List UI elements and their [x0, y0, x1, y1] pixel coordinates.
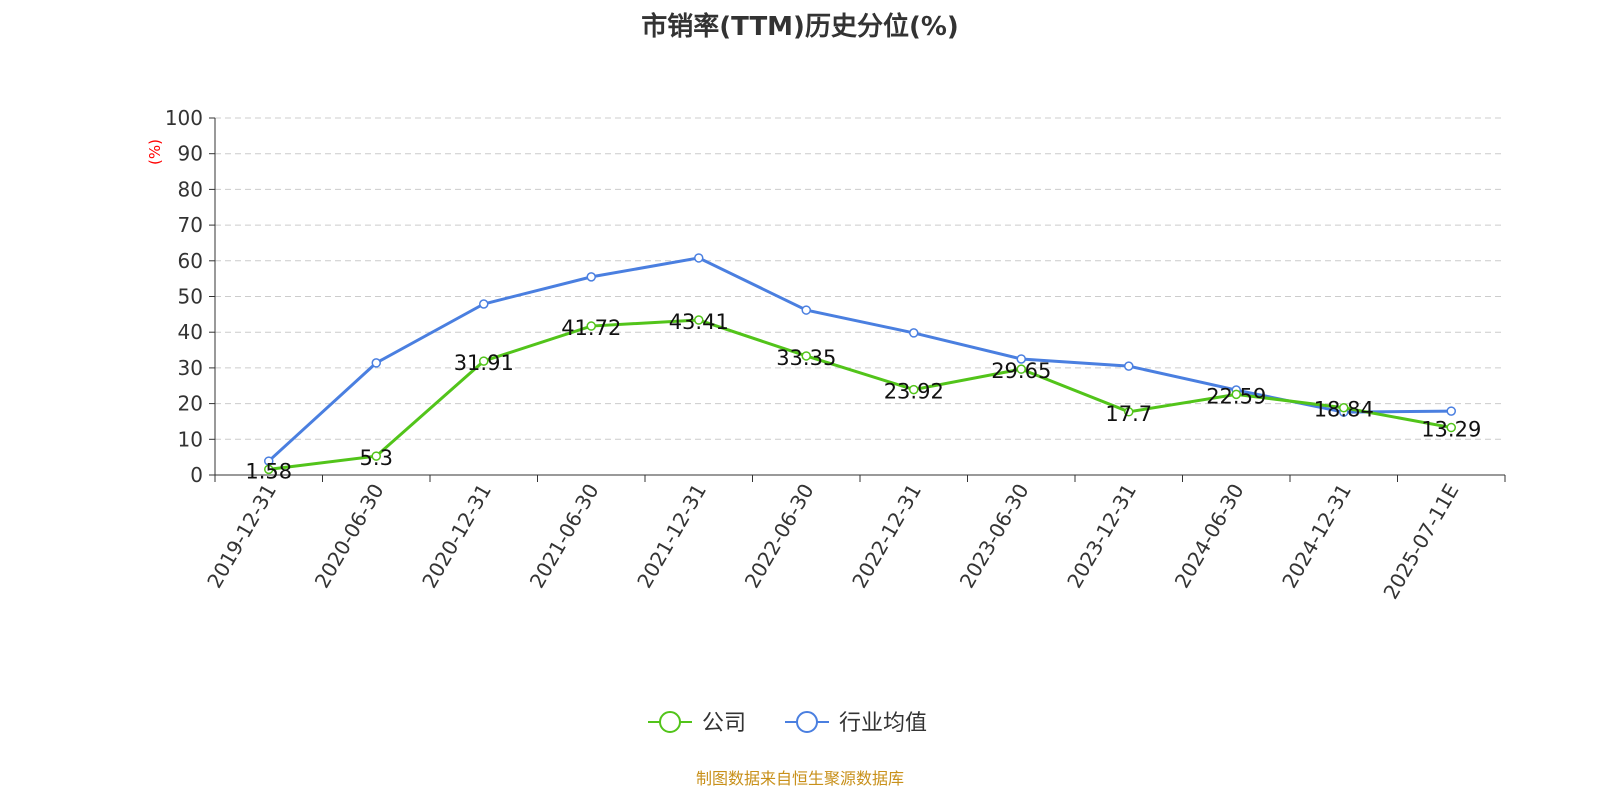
x-tick-label: 2021-12-31	[632, 480, 711, 593]
legend-label: 行业均值	[839, 711, 927, 736]
data-point	[694, 253, 704, 263]
data-label: 29.65	[991, 359, 1051, 383]
source-note: 制图数据来自恒生聚源数据库	[695, 769, 904, 788]
data-point	[1339, 402, 1349, 413]
data-label: 13.29	[1421, 418, 1481, 442]
data-point	[1016, 364, 1026, 374]
data-label: 22.59	[1206, 384, 1266, 408]
data-point	[801, 351, 811, 361]
x-tick-label: 2022-12-31	[847, 480, 926, 593]
y-tick-label: 80	[178, 177, 203, 201]
series-line	[268, 318, 1452, 471]
data-point	[1231, 389, 1241, 400]
legend-label: 公司	[702, 711, 746, 736]
x-tick-label: 2019-12-31	[202, 480, 281, 593]
data-point	[1446, 422, 1456, 433]
y-tick-label: 20	[178, 392, 203, 416]
data-point	[909, 384, 919, 395]
x-tick-label: 2024-06-30	[1170, 480, 1249, 593]
chart-title: 市销率(TTM)历史分位(%)	[641, 12, 959, 42]
y-tick-label: 30	[178, 356, 203, 380]
data-label: 5.3	[360, 446, 393, 470]
y-tick-label: 70	[178, 213, 203, 237]
data-point	[1446, 406, 1456, 416]
data-label: 1.58	[245, 459, 292, 483]
series-line	[267, 256, 1452, 463]
data-point	[479, 356, 489, 366]
x-tick-label: 2023-12-31	[1062, 480, 1141, 593]
x-tick-label: 2021-06-30	[525, 480, 604, 593]
x-tick-label: 2025-07-11E	[1378, 480, 1463, 604]
data-label: 23.92	[884, 380, 944, 404]
data-point	[586, 321, 596, 331]
data-point	[479, 299, 489, 309]
data-point	[801, 305, 811, 315]
data-label: 17.7	[1105, 402, 1152, 426]
x-tick-label: 2024-12-31	[1277, 480, 1356, 593]
legend-marker	[659, 711, 681, 733]
data-point	[1016, 354, 1026, 364]
data-point	[1124, 361, 1134, 371]
y-axis-label: (%)	[146, 139, 164, 165]
data-point	[264, 464, 274, 475]
x-tick-label: 2023-06-30	[955, 480, 1034, 593]
data-point	[909, 328, 919, 338]
data-label: 18.84	[1314, 398, 1374, 422]
y-tick-label: 40	[178, 320, 203, 344]
data-point	[1124, 407, 1134, 417]
data-point	[371, 451, 381, 461]
data-point	[694, 315, 704, 325]
x-tick-label: 2022-06-30	[740, 480, 819, 593]
y-tick-label: 0	[190, 463, 203, 487]
y-tick-label: 60	[178, 249, 203, 273]
y-tick-label: 50	[178, 285, 203, 309]
data-point	[586, 272, 596, 282]
x-tick-label: 2020-12-31	[417, 480, 496, 593]
y-tick-label: 10	[178, 427, 203, 451]
data-label: 33.35	[776, 346, 836, 370]
data-label: 43.41	[669, 310, 729, 334]
y-tick-label: 100	[165, 106, 203, 130]
y-tick-label: 90	[178, 142, 203, 166]
data-label: 31.91	[454, 351, 514, 375]
data-label: 41.72	[561, 316, 621, 340]
x-tick-label: 2020-06-30	[310, 480, 389, 593]
legend-marker	[796, 711, 818, 733]
data-point	[371, 358, 381, 368]
